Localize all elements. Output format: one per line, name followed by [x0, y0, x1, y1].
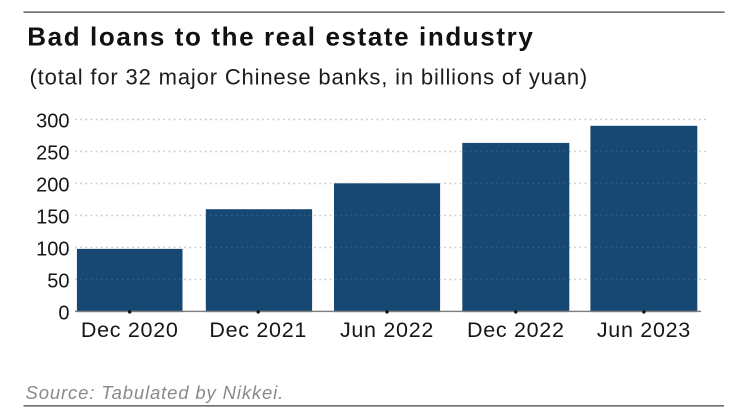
- svg-text:(total for 32 major Chinese ba: (total for 32 major Chinese banks, in bi…: [30, 65, 589, 90]
- svg-text:Bad loans to the real estate i: Bad loans to the real estate industry: [27, 22, 534, 52]
- svg-text:100: 100: [36, 238, 69, 260]
- svg-text:0: 0: [58, 302, 69, 324]
- svg-text:Dec 2021: Dec 2021: [209, 318, 307, 342]
- svg-text:300: 300: [36, 110, 69, 132]
- svg-text:200: 200: [36, 174, 69, 196]
- svg-text:Jun 2022: Jun 2022: [340, 318, 434, 342]
- svg-text:Dec 2022: Dec 2022: [467, 318, 565, 342]
- svg-text:250: 250: [36, 142, 69, 164]
- svg-text:Dec 2020: Dec 2020: [81, 318, 179, 342]
- svg-text:Jun 2023: Jun 2023: [597, 318, 691, 342]
- svg-text:50: 50: [47, 270, 69, 292]
- svg-text:150: 150: [36, 206, 69, 228]
- svg-text:Source: Tabulated by Nikkei.: Source: Tabulated by Nikkei.: [26, 382, 285, 403]
